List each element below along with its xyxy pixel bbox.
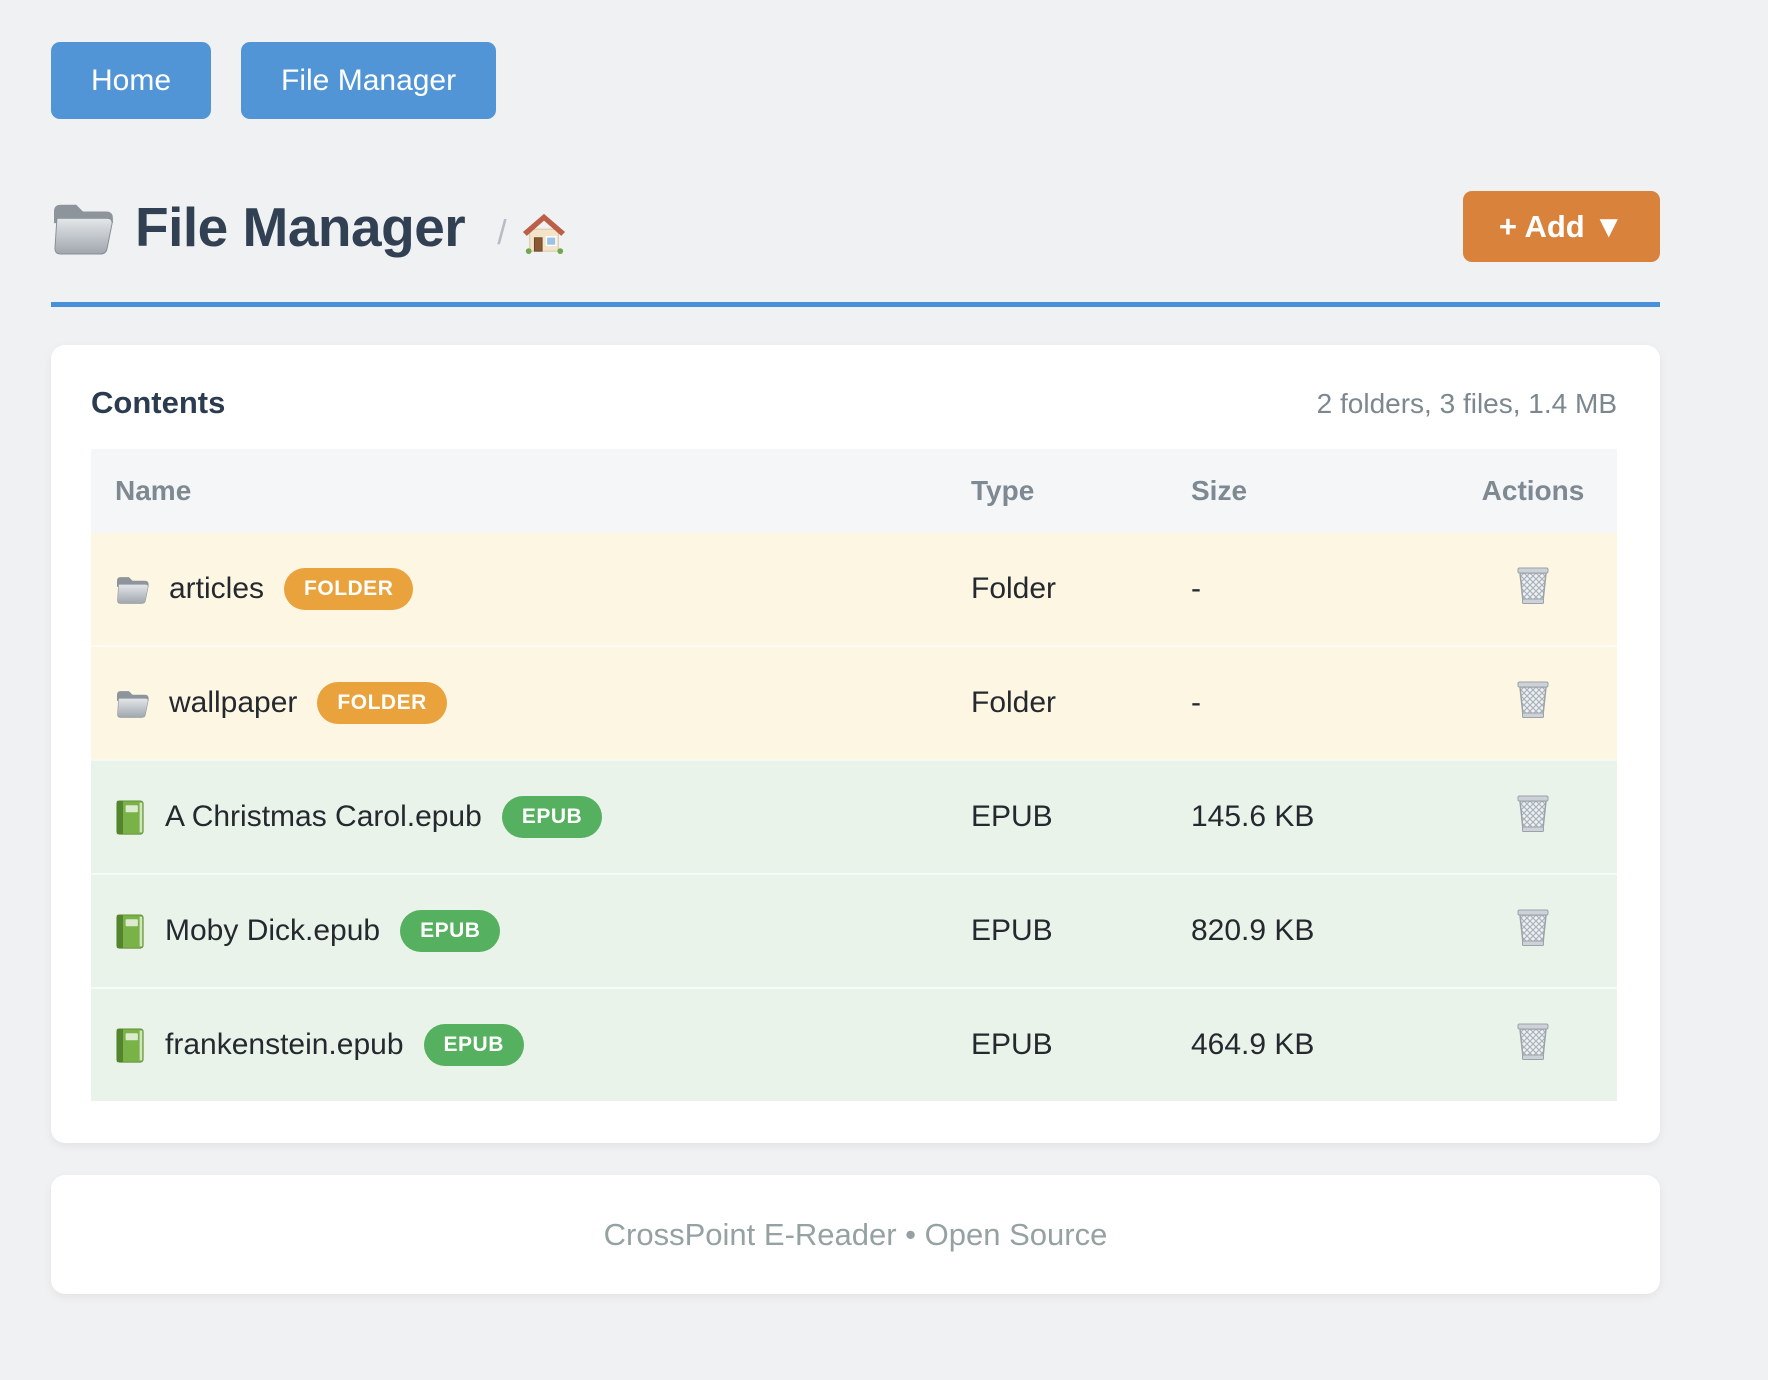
table-header-row: Name Type Size Actions [91,449,1617,533]
type-badge: FOLDER [317,682,447,724]
file-name[interactable]: Moby Dick.epub [165,914,381,947]
table-row[interactable]: Moby Dick.epub EPUB EPUB 820.9 KB [91,873,1617,987]
type-cell: Folder [971,686,1057,719]
file-name[interactable]: wallpaper [169,686,298,719]
folder-icon [51,199,113,255]
nav-file-manager-button[interactable]: File Manager [241,42,497,119]
column-header-size: Size [1191,475,1248,506]
file-name[interactable]: frankenstein.epub [165,1028,404,1061]
file-name[interactable]: A Christmas Carol.epub [165,800,482,833]
footer-text: CrossPoint E-Reader • Open Source [603,1216,1108,1252]
size-cell: - [1191,686,1201,719]
page: Home File Manager File Manager / [51,0,1660,1294]
page-title: File Manager [135,195,466,258]
delete-button[interactable] [1515,906,1551,948]
type-badge: EPUB [501,796,603,838]
nav-home-button[interactable]: Home [51,42,212,119]
book-icon [115,1027,145,1063]
contents-heading: Contents [91,385,226,420]
type-cell: EPUB [971,914,1053,947]
delete-button[interactable] [1515,564,1551,606]
table-row[interactable]: articles FOLDER Folder - [91,533,1617,645]
size-cell: 820.9 KB [1191,914,1315,947]
file-table: Name Type Size Actions articles FOLDER [91,449,1617,1101]
column-header-actions: Actions [1481,475,1585,506]
top-nav: Home File Manager [51,0,1660,119]
trash-icon [1515,906,1551,948]
type-badge: EPUB [400,910,501,952]
size-cell: - [1191,572,1201,605]
type-cell: EPUB [971,800,1053,833]
file-name[interactable]: articles [169,572,265,605]
table-row[interactable]: frankenstein.epub EPUB EPUB 464.9 KB [91,987,1617,1101]
folder-icon [115,574,149,604]
size-cell: 145.6 KB [1191,800,1315,833]
house-icon[interactable] [521,211,567,255]
page-header: File Manager / + Add ▼ [51,191,1660,262]
column-header-name: Name [115,475,192,506]
trash-icon [1515,792,1551,834]
delete-button[interactable] [1515,678,1551,720]
type-badge: EPUB [423,1024,524,1066]
type-cell: Folder [971,572,1057,605]
size-cell: 464.9 KB [1191,1028,1315,1061]
book-icon [115,913,145,949]
folder-icon [115,688,149,718]
trash-icon [1515,678,1551,720]
delete-button[interactable] [1515,1020,1551,1062]
title-group: File Manager / [51,195,567,259]
breadcrumb-separator: / [497,214,507,252]
trash-icon [1515,1020,1551,1062]
type-cell: EPUB [971,1028,1053,1061]
contents-card: Contents 2 folders, 3 files, 1.4 MB Name… [51,345,1660,1143]
book-icon [115,799,145,835]
column-header-type: Type [971,475,1035,506]
contents-summary: 2 folders, 3 files, 1.4 MB [1316,388,1617,419]
footer: CrossPoint E-Reader • Open Source [51,1175,1660,1294]
contents-card-header: Contents 2 folders, 3 files, 1.4 MB [91,385,1617,421]
header-divider [51,302,1660,307]
table-row[interactable]: A Christmas Carol.epub EPUB EPUB 145.6 K… [91,759,1617,873]
trash-icon [1515,564,1551,606]
type-badge: FOLDER [284,568,414,610]
delete-button[interactable] [1515,792,1551,834]
table-row[interactable]: wallpaper FOLDER Folder - [91,645,1617,759]
add-button[interactable]: + Add ▼ [1462,191,1660,262]
